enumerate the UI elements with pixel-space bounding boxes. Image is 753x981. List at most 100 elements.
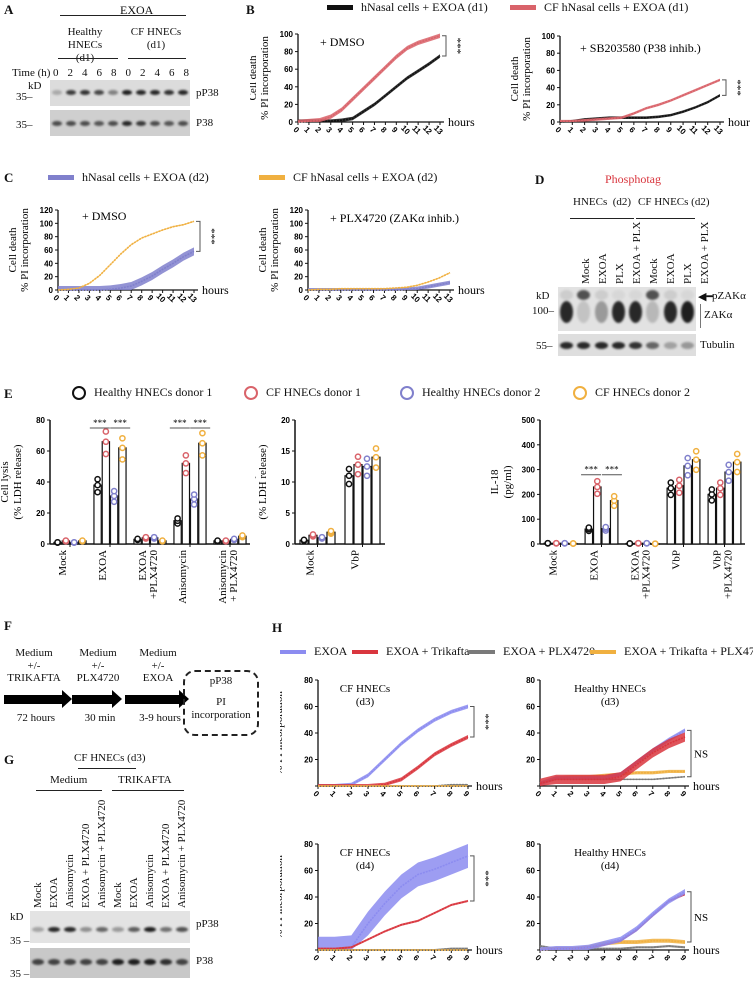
panel-label-d: D (535, 172, 545, 187)
panel-g-group2: TRIKAFTA (118, 774, 172, 786)
blot-band (95, 927, 109, 932)
replicate-point (214, 537, 221, 544)
panel-g-group1-line (36, 790, 102, 791)
lane-label: Anisomycin (144, 854, 156, 908)
y-tick-label: 80 (526, 840, 535, 849)
lane-label: Anisomycin + PLX4720 (176, 799, 188, 908)
y-tick-label: 60 (546, 66, 555, 75)
blot-band (577, 342, 591, 349)
blot-band (65, 121, 77, 126)
replicate-point (345, 480, 353, 488)
blot-band (79, 959, 93, 965)
y-tick-label: 0 (551, 118, 556, 127)
replicate-point (692, 466, 700, 474)
x-tick-label: 13 (442, 292, 455, 305)
lane-label: EXOA + PLX (631, 221, 643, 284)
replicate-point (372, 453, 380, 461)
time-value: 2 (140, 67, 146, 79)
y-axis-label-line2: % PI incorporation (269, 208, 281, 292)
x-tick-label: 1 (328, 789, 338, 799)
blot-band (594, 290, 608, 300)
x-axis-label: hours (202, 283, 229, 297)
replicate-point (199, 451, 206, 459)
replicate-point (692, 456, 700, 464)
replicate-point (716, 484, 724, 492)
x-tick-label: 2 (72, 293, 82, 303)
replicate-point (182, 469, 190, 477)
x-tick-label: Mock (57, 550, 69, 576)
series-line (58, 250, 195, 291)
blot-band (107, 90, 119, 95)
significance-label: *** (605, 465, 619, 475)
y-tick-label: 100 (40, 219, 54, 228)
panel-g-title-line (78, 768, 136, 769)
time-value: 6 (169, 67, 175, 79)
significance-bracket (442, 35, 447, 57)
step-duration: 72 hours (16, 712, 56, 724)
significance-bracket (687, 729, 692, 778)
x-tick-label: EXOA (137, 550, 149, 581)
legend-circle-icon (573, 385, 587, 400)
lane-label: EXOA + PLX4720 (80, 823, 92, 908)
lane-label: EXOA (128, 877, 140, 908)
panel-a-band-p38: P38 (196, 117, 214, 129)
panel-e-legend-item: CF HNECs donor 2 (573, 385, 690, 400)
blot-band (611, 290, 625, 300)
replicate-point (345, 472, 353, 480)
blot-band (629, 301, 643, 323)
replicate-point (684, 462, 692, 470)
replicate-point (119, 456, 126, 463)
y-tick-label: 60 (294, 246, 303, 255)
x-tick-label: 9 (461, 953, 471, 963)
significance-label: *** (205, 228, 217, 245)
replicate-point (692, 447, 700, 455)
blot-band (51, 121, 63, 126)
x-tick-label: 6 (357, 125, 367, 135)
lane-label: EXOA + PLX4720 (160, 823, 172, 908)
x-tick-label: 13 (186, 292, 199, 305)
x-tick-label: VbP (712, 550, 724, 570)
step-plusminus: +/- (27, 660, 41, 672)
blot-band (680, 342, 694, 349)
panel-a-group2: CF HNECs (d1) (130, 26, 182, 51)
significance-label: *** (173, 418, 187, 428)
panel-d-arrow-icon: ◀━ (698, 291, 714, 303)
x-tick-label: 7 (125, 293, 135, 303)
x-tick-label: 4 (378, 789, 388, 799)
x-tick-label: 7 (428, 953, 438, 963)
replicate-point (634, 539, 642, 547)
panel-a-group2-line (128, 58, 186, 59)
step-treatment: TRIKAFTA (7, 672, 61, 684)
series-band (540, 732, 685, 786)
series-band (58, 220, 194, 290)
replicate-point (610, 492, 618, 500)
y-axis-label: IL-18 (pg/ml) (490, 465, 514, 498)
panel-d-marker1: 100– (532, 305, 554, 317)
y-tick-label: 120 (40, 206, 54, 215)
y-tick-label: 5 (286, 509, 291, 518)
blot-band (175, 927, 189, 932)
y-tick-label: 20 (304, 920, 313, 929)
blot-band (111, 959, 125, 965)
x-tick-label: Mock (548, 550, 560, 576)
x-tick-label: 13 (712, 124, 725, 137)
x-tick-label: 0 (311, 953, 321, 963)
panel-a-kd: kD (28, 80, 42, 92)
x-tick-label: 3 (334, 293, 344, 303)
replicate-point (544, 539, 552, 547)
x-tick-label: 4 (345, 293, 355, 303)
replicate-point (667, 491, 675, 499)
panel-d-band-tubulin: Tubulin (700, 339, 735, 351)
x-tick-label: 9 (146, 293, 156, 303)
series-line (560, 79, 721, 122)
x-tick-label: 1 (566, 125, 576, 135)
y-axis-label: % PI incorporation (280, 855, 285, 939)
x-tick-label: 0 (51, 293, 61, 303)
x-tick-label: 3 (590, 125, 600, 135)
y-tick-label: 40 (304, 893, 313, 902)
y-tick-label: 80 (44, 233, 53, 242)
replicate-point (79, 537, 86, 544)
y-tick-label: 100 (522, 515, 536, 524)
arrow-head-icon (62, 690, 72, 708)
